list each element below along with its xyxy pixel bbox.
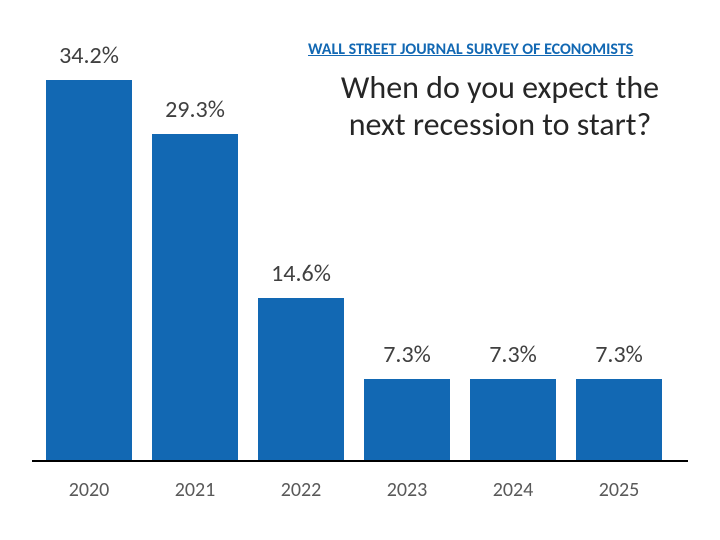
category-label-2020: 2020 xyxy=(46,478,132,502)
x-axis-baseline xyxy=(32,460,688,462)
bar-2020 xyxy=(46,80,132,460)
category-label-2025: 2025 xyxy=(576,478,662,502)
bar-value-label-2023: 7.3% xyxy=(354,340,460,369)
category-label-2022: 2022 xyxy=(258,478,344,502)
bar-value-label-2025: 7.3% xyxy=(566,340,672,369)
bar-value-label-2021: 29.3% xyxy=(142,95,248,124)
bar-value-label-2022: 14.6% xyxy=(248,259,354,288)
category-label-2021: 2021 xyxy=(152,478,238,502)
bar-2024 xyxy=(470,379,556,460)
category-label-2023: 2023 xyxy=(364,478,450,502)
source-link[interactable]: WALL STREET JOURNAL SURVEY OF ECONOMISTS xyxy=(308,40,633,59)
bar-2025 xyxy=(576,379,662,460)
bar-2021 xyxy=(152,134,238,460)
bar-2023 xyxy=(364,379,450,460)
plot-area: 34.2%202029.3%202114.6%20227.3%20237.3%2… xyxy=(40,60,680,460)
bar-2022 xyxy=(258,298,344,460)
bar-value-label-2020: 34.2% xyxy=(36,41,142,70)
category-label-2024: 2024 xyxy=(470,478,556,502)
bar-value-label-2024: 7.3% xyxy=(460,340,566,369)
chart-stage: WALL STREET JOURNAL SURVEY OF ECONOMISTS… xyxy=(0,0,720,540)
